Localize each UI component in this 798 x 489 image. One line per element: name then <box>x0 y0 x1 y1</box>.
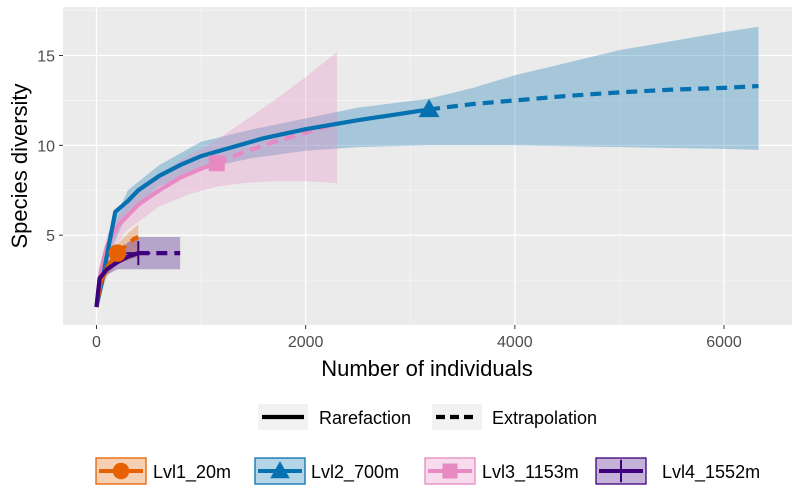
y-tick-label: 5 <box>46 228 55 245</box>
observed-point-lvl3-1153m <box>208 155 225 172</box>
legend-key-marker <box>112 462 130 480</box>
legend-item-lvl4-1552m: Lvl4_1552m <box>595 457 760 485</box>
legend-key-marker <box>609 459 633 483</box>
observed-point-lvl4-1552m <box>126 241 151 266</box>
linetype-legend: Rarefaction Extrapolation <box>258 404 597 430</box>
x-tick-label: 0 <box>92 334 101 351</box>
x-tick-label: 6000 <box>706 334 742 351</box>
observed-point-lvl2-700m <box>418 98 440 118</box>
plot-panel <box>63 7 792 325</box>
rarefaction-line-lvl3-1153m <box>94 161 218 308</box>
x-tick-label: 4000 <box>497 334 533 351</box>
legend-label: Lvl3_1153m <box>482 462 579 483</box>
major-grid <box>63 7 792 325</box>
legend-key-marker <box>270 461 290 479</box>
y-axis-ticks: 5 10 15 <box>37 49 63 245</box>
legend-label: Lvl2_700m <box>311 462 399 483</box>
legend-item-lvl3-1153m: Lvl3_1153m <box>424 457 579 485</box>
linetype-label: Extrapolation <box>492 408 597 428</box>
y-axis-title: Species diversity <box>7 83 32 248</box>
ci-band-lvl2-700m <box>96 26 759 308</box>
observed-point-lvl1-20m <box>108 244 127 262</box>
minor-grid <box>63 7 792 325</box>
ci-band-lvl3-1153m <box>96 50 338 308</box>
series-legend: Lvl1_20m Lvl2_700m Lvl3_1153m Lvl4_1552m <box>95 457 760 485</box>
legend-item-lvl1-20m: Lvl1_20m <box>95 457 231 485</box>
rarefaction-line-lvl2-700m <box>94 107 430 308</box>
extrapolation-line-lvl3-1153m <box>215 121 338 166</box>
extrapolation-line-lvl2-700m <box>428 83 759 112</box>
linetype-label: Rarefaction <box>319 408 411 428</box>
ci-band-lvl1-20m <box>96 224 139 308</box>
legend-label: Lvl1_20m <box>153 462 231 483</box>
x-axis-title: Number of individuals <box>321 356 533 381</box>
rarefaction-line-lvl4-1552m <box>94 251 139 308</box>
legend-item-lvl2-700m: Lvl2_700m <box>254 457 399 485</box>
x-tick-label: 2000 <box>288 334 324 351</box>
legend-label: Lvl4_1552m <box>662 462 760 483</box>
x-axis-ticks: 0 2000 4000 6000 <box>92 325 742 351</box>
series-markers <box>108 98 440 266</box>
y-tick-label: 10 <box>37 138 55 155</box>
y-tick-label: 15 <box>37 49 55 66</box>
legend-key-marker <box>442 463 458 479</box>
